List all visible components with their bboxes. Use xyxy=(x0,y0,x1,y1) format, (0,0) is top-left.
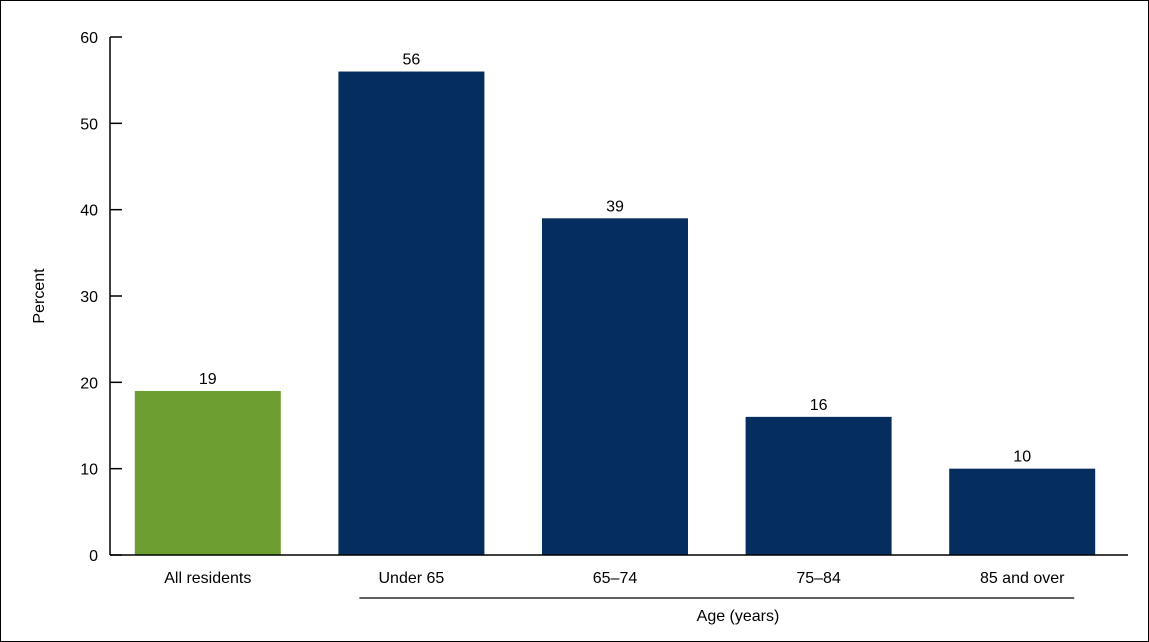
y-tick-label: 30 xyxy=(80,289,98,306)
x-axis-title: Age (years) xyxy=(697,608,780,625)
y-tick-label: 50 xyxy=(80,116,98,133)
bar xyxy=(338,71,485,556)
y-axis: 0 10 20 30 40 50 60 xyxy=(80,30,122,565)
bar xyxy=(949,468,1096,555)
bar-value-label: 39 xyxy=(606,198,624,215)
x-tick-label: All residents xyxy=(164,570,251,587)
x-tick-label: 85 and over xyxy=(980,570,1065,587)
bar-value-label: 16 xyxy=(810,397,828,414)
y-tick-label: 10 xyxy=(80,462,98,479)
x-tick-label: Under 65 xyxy=(378,570,444,587)
bar xyxy=(745,416,892,555)
bar-value-label: 56 xyxy=(403,52,421,69)
x-tick-label: 65–74 xyxy=(593,570,638,587)
bar xyxy=(134,390,281,555)
y-tick-label: 20 xyxy=(80,375,98,392)
y-axis-title: Percent xyxy=(31,268,48,324)
bar xyxy=(542,218,688,556)
bar-value-label: 19 xyxy=(199,371,217,388)
x-axis: All residents Under 65 65–74 75–84 85 and ov… xyxy=(110,554,1128,599)
y-tick-label: 60 xyxy=(80,30,98,47)
x-tick-label: 75–84 xyxy=(796,570,841,587)
bar-value-label: 10 xyxy=(1013,449,1031,466)
y-tick-label: 40 xyxy=(80,203,98,220)
bars: 19 56 39 16 10 xyxy=(134,52,1096,556)
y-tick-label: 0 xyxy=(89,548,98,565)
